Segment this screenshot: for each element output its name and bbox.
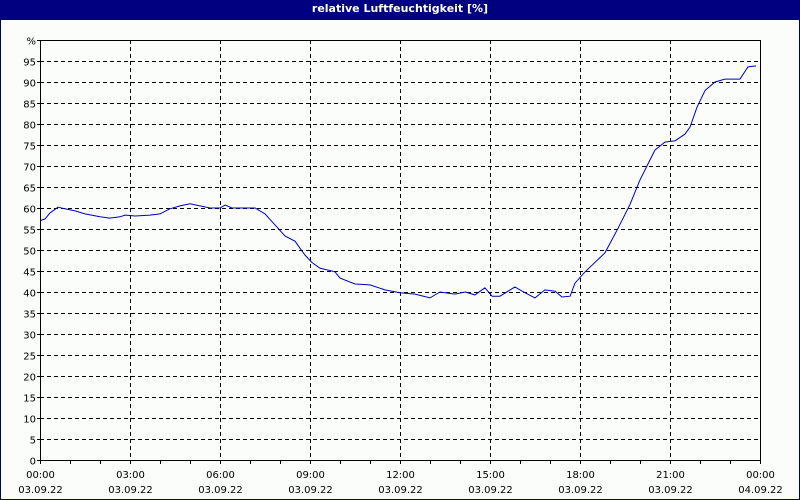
y-tick-label: 50 <box>23 247 36 258</box>
y-tick-label: 85 <box>23 100 36 111</box>
x-tick-date-label: 03.09.22 <box>18 485 63 496</box>
x-axis-ticks: 00:00 03.09.22 03:00 03.09.22 06:00 03.09.22 0… <box>18 460 783 496</box>
y-tick-label: 30 <box>23 331 36 342</box>
x-tick-date-label: 03.09.22 <box>198 485 243 496</box>
x-tick-time-label: 21:00 <box>656 470 685 481</box>
y-tick-label: 70 <box>23 163 36 174</box>
x-tick-time-label: 09:00 <box>296 470 325 481</box>
x-tick-date-label: 03.09.22 <box>108 485 153 496</box>
grid-lines <box>40 40 760 460</box>
x-tick-date-label: 04.09.22 <box>738 485 783 496</box>
y-tick-label: 90 <box>23 79 36 90</box>
y-tick-label: 0 <box>30 457 36 468</box>
x-tick-time-label: 03:00 <box>116 470 145 481</box>
x-tick-date-label: 03.09.22 <box>378 485 423 496</box>
y-tick-label: 35 <box>23 310 36 321</box>
y-tick-label: 25 <box>23 352 36 363</box>
y-tick-label: 15 <box>23 394 36 405</box>
plot-area-frame <box>40 40 761 461</box>
x-tick-date-label: 03.09.22 <box>558 485 603 496</box>
x-tick-time-label: 15:00 <box>476 470 505 481</box>
y-tick-label: 75 <box>23 142 36 153</box>
x-tick-time-label: 00:00 <box>746 470 775 481</box>
y-tick-label: 10 <box>23 415 36 426</box>
x-tick-time-label: 06:00 <box>206 470 235 481</box>
chart-title: relative Luftfeuchtigkeit [%] <box>0 0 800 20</box>
x-tick-time-label: 12:00 <box>386 470 415 481</box>
x-tick-date-label: 03.09.22 <box>288 485 333 496</box>
y-tick-label: 95 <box>23 58 36 69</box>
y-tick-label: 20 <box>23 373 36 384</box>
x-tick-time-label: 18:00 <box>566 470 595 481</box>
y-tick-label: 60 <box>23 205 36 216</box>
x-tick-date-label: 03.09.22 <box>648 485 693 496</box>
y-tick-label: 80 <box>23 121 36 132</box>
y-tick-label: % <box>26 37 36 48</box>
y-tick-label: 40 <box>23 289 36 300</box>
y-tick-label: 65 <box>23 184 36 195</box>
y-axis-ticks: 0 5 10 15 20 25 30 35 40 45 50 55 60 65 70 75 80 85 90 95% <box>23 37 40 468</box>
y-tick-label: 55 <box>23 226 36 237</box>
x-tick-date-label: 03.09.22 <box>468 485 513 496</box>
y-tick-label: 45 <box>23 268 36 279</box>
humidity-series-line <box>39 65 757 299</box>
x-tick-time-label: 00:00 <box>26 470 55 481</box>
y-tick-label: 5 <box>30 436 36 447</box>
